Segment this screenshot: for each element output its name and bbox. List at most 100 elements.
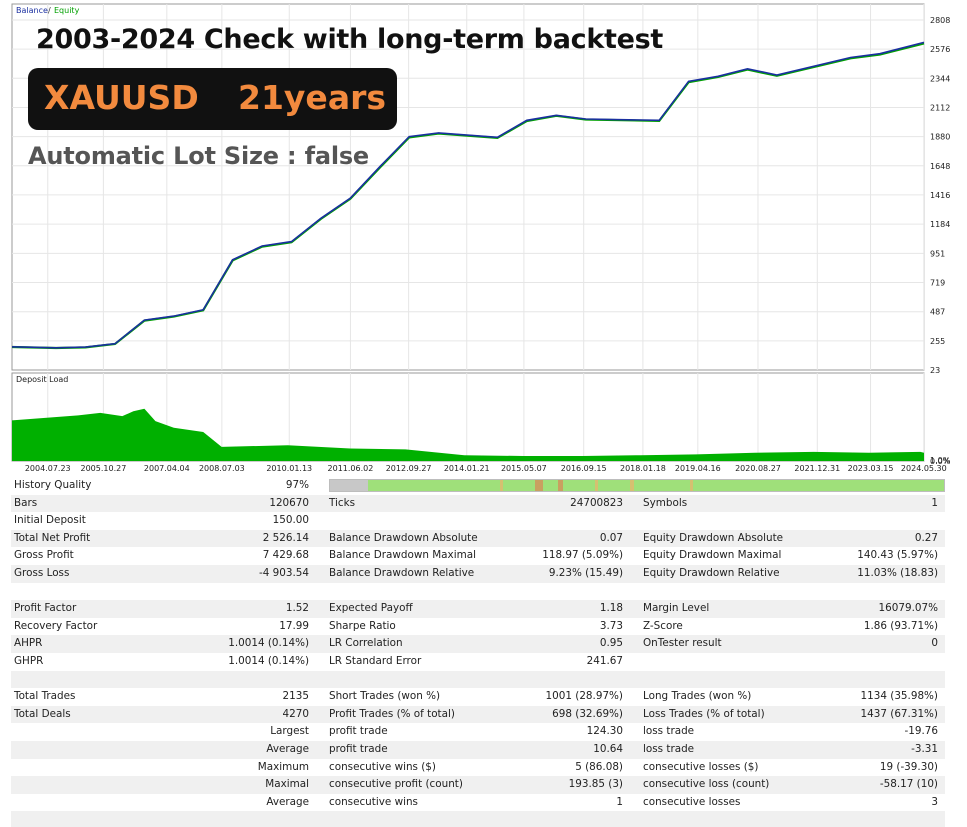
symbols-value: 1 xyxy=(931,496,938,509)
y-tick-label: 1880 xyxy=(930,133,950,142)
x-tick-label: 2005.10.27 xyxy=(80,464,126,473)
ontester-label: OnTester result xyxy=(643,637,722,650)
x-tick-label: 2012.09.27 xyxy=(386,464,432,473)
largest-loss-label: loss trade xyxy=(643,725,695,738)
average-consec-losses-value: 3 xyxy=(931,795,938,808)
average-consec-label: Average xyxy=(266,795,309,808)
stats-row-ahpr: AHPR 1.0014 (0.14%) LR Correlation 0.95 … xyxy=(11,635,945,653)
stats-row-bars: Bars 120670 Ticks 24700823 Symbols 1 xyxy=(11,494,945,513)
stats-row-spacer xyxy=(11,811,945,827)
y-tick-label: 2344 xyxy=(930,74,950,83)
equity-dd-rel-value: 11.03% (18.83) xyxy=(857,566,938,579)
average-consec-losses-label: consecutive losses xyxy=(643,795,741,808)
sharpe-ratio-label: Sharpe Ratio xyxy=(329,619,396,632)
x-tick-label: 2018.01.18 xyxy=(620,464,666,473)
x-tick-label: 2010.01.13 xyxy=(266,464,312,473)
maximal-loss-label: consecutive loss (count) xyxy=(643,778,770,791)
stats-row-gross-profit: Gross Profit 7 429.68 Balance Drawdown M… xyxy=(11,547,945,565)
history-quality-mark xyxy=(690,480,693,491)
y-tick-label: 1648 xyxy=(930,162,950,171)
balance-equity-layer xyxy=(11,41,925,350)
recovery-factor-label: Recovery Factor xyxy=(14,619,98,632)
x-tick-label: 2004.07.23 xyxy=(25,464,71,473)
equity-legend-label: Equity xyxy=(54,6,80,15)
balance-dd-rel-value: 9.23% (15.49) xyxy=(548,566,623,579)
equity-dd-max-label: Equity Drawdown Maximal xyxy=(643,549,782,562)
stats-row-maximal: Maximal consecutive profit (count) 193.8… xyxy=(11,776,945,794)
x-tick-label: 2008.07.03 xyxy=(199,464,245,473)
symbols-label: Symbols xyxy=(643,496,688,509)
gross-loss-value: -4 903.54 xyxy=(258,566,309,579)
largest-loss-value: -19.76 xyxy=(904,725,939,738)
maximum-losses-label: consecutive losses ($) xyxy=(643,760,759,773)
lr-correlation-label: LR Correlation xyxy=(329,637,403,650)
ahpr-label: AHPR xyxy=(14,637,43,650)
gross-profit-value: 7 429.68 xyxy=(262,549,309,562)
history-quality-missing xyxy=(330,480,368,491)
short-trades-label: Short Trades (won %) xyxy=(329,690,441,703)
maximum-label: Maximum xyxy=(257,760,309,773)
x-tick-label: 2011.06.02 xyxy=(328,464,374,473)
balance-grid xyxy=(12,4,925,370)
largest-profit-label: profit trade xyxy=(329,725,388,738)
average-profit-value: 10.64 xyxy=(593,742,623,755)
total-trades-label: Total Trades xyxy=(14,690,76,703)
symbol-text: XAUUSD xyxy=(44,78,199,117)
stats-row-history-quality: History Quality 97% xyxy=(11,477,945,495)
overlay-title: 2003-2024 Check with long-term backtest xyxy=(36,24,663,55)
margin-level-value: 16079.07% xyxy=(878,602,938,615)
balance-equity-chart: 2808 2576 2344 2112 1880 1648 1416 1184 951 719 48… xyxy=(11,3,951,473)
balance-dd-max-value: 118.97 (5.09%) xyxy=(542,549,623,562)
y-tick-label: 1416 xyxy=(930,191,950,200)
maximal-label: Maximal xyxy=(265,778,309,791)
years-text: 21years xyxy=(238,78,387,117)
largest-profit-value: 124.30 xyxy=(586,725,623,738)
stats-row-ghpr: GHPR 1.0014 (0.14%) LR Standard Error 24… xyxy=(11,653,945,671)
bars-value: 120670 xyxy=(269,496,309,509)
balance-dd-abs-label: Balance Drawdown Absolute xyxy=(329,531,478,544)
maximum-wins-label: consecutive wins ($) xyxy=(329,760,436,773)
stats-row-largest: Largest profit trade 124.30 loss trade -… xyxy=(11,723,945,741)
margin-level-label: Margin Level xyxy=(643,602,710,615)
y-tick-label: 255 xyxy=(930,337,945,346)
stats-row-spacer xyxy=(11,670,945,689)
lr-correlation-value: 0.95 xyxy=(599,637,623,650)
stats-row-recovery-factor: Recovery Factor 17.99 Sharpe Ratio 3.73 … xyxy=(11,618,945,636)
maximum-losses-value: 19 (-39.30) xyxy=(879,760,938,773)
balance-legend-label: Balance xyxy=(16,6,48,15)
initial-deposit-label: Initial Deposit xyxy=(14,514,86,527)
loss-trades-value: 1437 (67.31%) xyxy=(860,707,938,720)
balance-line xyxy=(11,41,925,349)
bars-label: Bars xyxy=(14,496,38,509)
history-quality-mark xyxy=(595,480,598,491)
maximum-wins-value: 5 (86.08) xyxy=(575,760,623,773)
equity-dd-rel-label: Equity Drawdown Relative xyxy=(643,566,780,579)
load-y-tick-label: 1.0% xyxy=(930,456,951,465)
x-tick-label: 2014.01.21 xyxy=(444,464,490,473)
x-axis-ticks: 2004.07.23 2005.10.27 2007.04.04 2008.07.03… xyxy=(25,464,947,473)
x-tick-label: 2020.08.27 xyxy=(735,464,781,473)
deposit-load-area xyxy=(12,408,924,461)
equity-dd-abs-label: Equity Drawdown Absolute xyxy=(643,531,784,544)
x-tick-label: 2019.04.16 xyxy=(675,464,721,473)
stats-row-average-consecutive: Average consecutive wins 1 consecutive l… xyxy=(11,794,945,812)
equity-dd-max-value: 140.43 (5.97%) xyxy=(857,549,938,562)
average-consec-wins-label: consecutive wins xyxy=(329,795,418,808)
total-net-profit-label: Total Net Profit xyxy=(14,531,91,544)
profit-trades-label: Profit Trades (% of total) xyxy=(329,707,455,720)
deposit-load-layer xyxy=(12,408,924,461)
deposit-load-label: Deposit Load xyxy=(16,375,68,384)
y-tick-label: 719 xyxy=(930,279,945,288)
y-tick-label: 487 xyxy=(930,308,945,317)
stats-table: History Quality 97% Bars 120670 Ticks 24… xyxy=(11,477,945,827)
deposit-load-grid xyxy=(47,373,925,461)
ontester-value: 0 xyxy=(931,637,938,650)
total-trades-value: 2135 xyxy=(282,690,309,703)
gross-loss-label: Gross Loss xyxy=(14,566,70,579)
z-score-label: Z-Score xyxy=(643,619,683,632)
balance-dd-max-label: Balance Drawdown Maximal xyxy=(329,549,476,562)
maximal-profit-value: 193.85 (3) xyxy=(568,778,623,791)
history-quality-mark xyxy=(535,480,543,491)
stats-row-net-profit: Total Net Profit 2 526.14 Balance Drawdo… xyxy=(11,529,945,548)
x-tick-label: 2015.05.07 xyxy=(501,464,547,473)
